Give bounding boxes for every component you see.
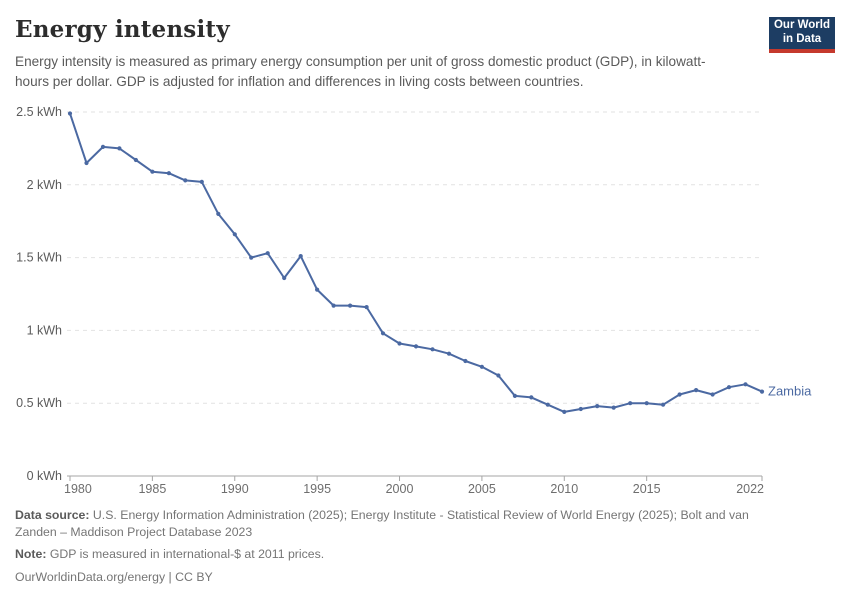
data-point-marker[interactable]	[694, 388, 699, 393]
note-text: GDP is measured in international-$ at 20…	[49, 547, 325, 562]
data-point-marker[interactable]	[150, 169, 155, 174]
data-point-marker[interactable]	[282, 275, 287, 281]
x-axis-tick-label: 1985	[138, 482, 166, 496]
data-source-text: U.S. Energy Information Administration (…	[15, 508, 749, 540]
owid-logo-line2: in Data	[782, 33, 822, 45]
x-axis-tick-label: 1980	[64, 482, 92, 496]
note-line: Note: GDP is measured in international-$…	[15, 546, 785, 563]
chart-canvas[interactable]: 0 kWh 0.5 kWh 1 kWh 1.5 kWh 2 kWh 2.5 kWh 1980…	[0, 95, 850, 505]
chart-header: Energy intensity Energy intensity is mea…	[15, 16, 835, 93]
data-source-label: Data source:	[15, 508, 90, 522]
data-point-marker[interactable]	[100, 144, 106, 149]
x-axis-tick-label: 2022	[736, 482, 764, 496]
data-point-marker[interactable]	[315, 287, 320, 292]
y-axis-tick-label: 2 kWh	[27, 178, 62, 192]
x-axis-tick-label: 2000	[386, 482, 414, 496]
data-point-marker[interactable]	[166, 171, 171, 176]
data-point-marker[interactable]	[84, 160, 89, 166]
x-axis-tick-label: 1995	[303, 482, 331, 496]
data-point-marker[interactable]	[199, 179, 204, 184]
license-link[interactable]: OurWorldinData.org/energy | CC BY	[15, 569, 213, 584]
data-point-marker[interactable]	[117, 146, 122, 151]
data-point-marker[interactable]	[611, 405, 616, 410]
chart-subtitle: Energy intensity is measured as primary …	[15, 54, 706, 90]
data-point-marker[interactable]	[743, 382, 748, 387]
data-point-marker[interactable]	[249, 255, 254, 260]
data-point-marker[interactable]	[133, 157, 138, 163]
chart-footer: Data source: U.S. Energy Information Adm…	[15, 507, 785, 591]
series-label-zambia[interactable]: Zambia	[768, 384, 812, 399]
data-point-marker[interactable]	[232, 232, 237, 237]
data-point-marker[interactable]	[380, 331, 386, 336]
x-axis-tick-label: 2015	[633, 482, 661, 496]
data-point-marker[interactable]	[413, 344, 419, 349]
data-point-marker[interactable]	[496, 373, 501, 378]
data-point-marker[interactable]	[298, 254, 303, 259]
owid-logo-line1: Our World	[773, 19, 830, 32]
data-point-marker[interactable]	[644, 401, 649, 406]
data-point-marker[interactable]	[348, 303, 353, 308]
x-axis-tick-label: 2010	[550, 482, 578, 496]
x-axis-tick-label: 2005	[468, 482, 496, 496]
x-axis-tick-label: 1990	[221, 482, 249, 496]
data-point-marker[interactable]	[463, 358, 468, 364]
data-point-marker[interactable]	[661, 402, 666, 407]
data-point-marker[interactable]	[183, 178, 188, 183]
data-point-marker[interactable]	[67, 111, 73, 116]
data-point-marker[interactable]	[759, 389, 765, 394]
data-point-marker[interactable]	[397, 341, 402, 346]
data-point-marker[interactable]	[529, 395, 534, 400]
y-axis-tick-label: 0 kWh	[27, 469, 62, 483]
data-point-marker[interactable]	[479, 364, 484, 369]
y-axis-tick-label: 1.5 kWh	[16, 251, 62, 265]
data-point-marker[interactable]	[677, 392, 682, 397]
data-point-marker[interactable]	[216, 211, 221, 216]
data-point-marker[interactable]	[562, 409, 567, 414]
data-point-marker[interactable]	[331, 303, 336, 308]
data-point-marker[interactable]	[595, 404, 600, 409]
y-axis-tick-label: 2.5 kWh	[16, 105, 62, 119]
data-point-marker[interactable]	[446, 351, 452, 356]
chart-title: Energy intensity	[15, 16, 230, 43]
data-point-marker[interactable]	[710, 392, 715, 397]
data-source-line: Data source: U.S. Energy Information Adm…	[15, 507, 785, 541]
note-label: Note:	[15, 547, 47, 562]
data-point-marker[interactable]	[545, 402, 550, 407]
line-series-zambia[interactable]	[69, 112, 763, 413]
data-point-marker[interactable]	[430, 347, 435, 352]
data-point-marker[interactable]	[265, 251, 270, 256]
y-axis-tick-label: 0.5 kWh	[16, 396, 62, 410]
data-point-marker[interactable]	[512, 393, 518, 398]
y-axis-tick-label: 1 kWh	[27, 323, 62, 337]
data-point-marker[interactable]	[578, 406, 583, 412]
owid-logo[interactable]: Our World in Data	[769, 17, 835, 53]
data-point-marker[interactable]	[726, 385, 732, 390]
data-point-marker[interactable]	[628, 401, 633, 406]
line-chart[interactable]: 0 kWh 0.5 kWh 1 kWh 1.5 kWh 2 kWh 2.5 kWh 1980…	[0, 95, 850, 505]
data-point-marker[interactable]	[364, 305, 369, 310]
